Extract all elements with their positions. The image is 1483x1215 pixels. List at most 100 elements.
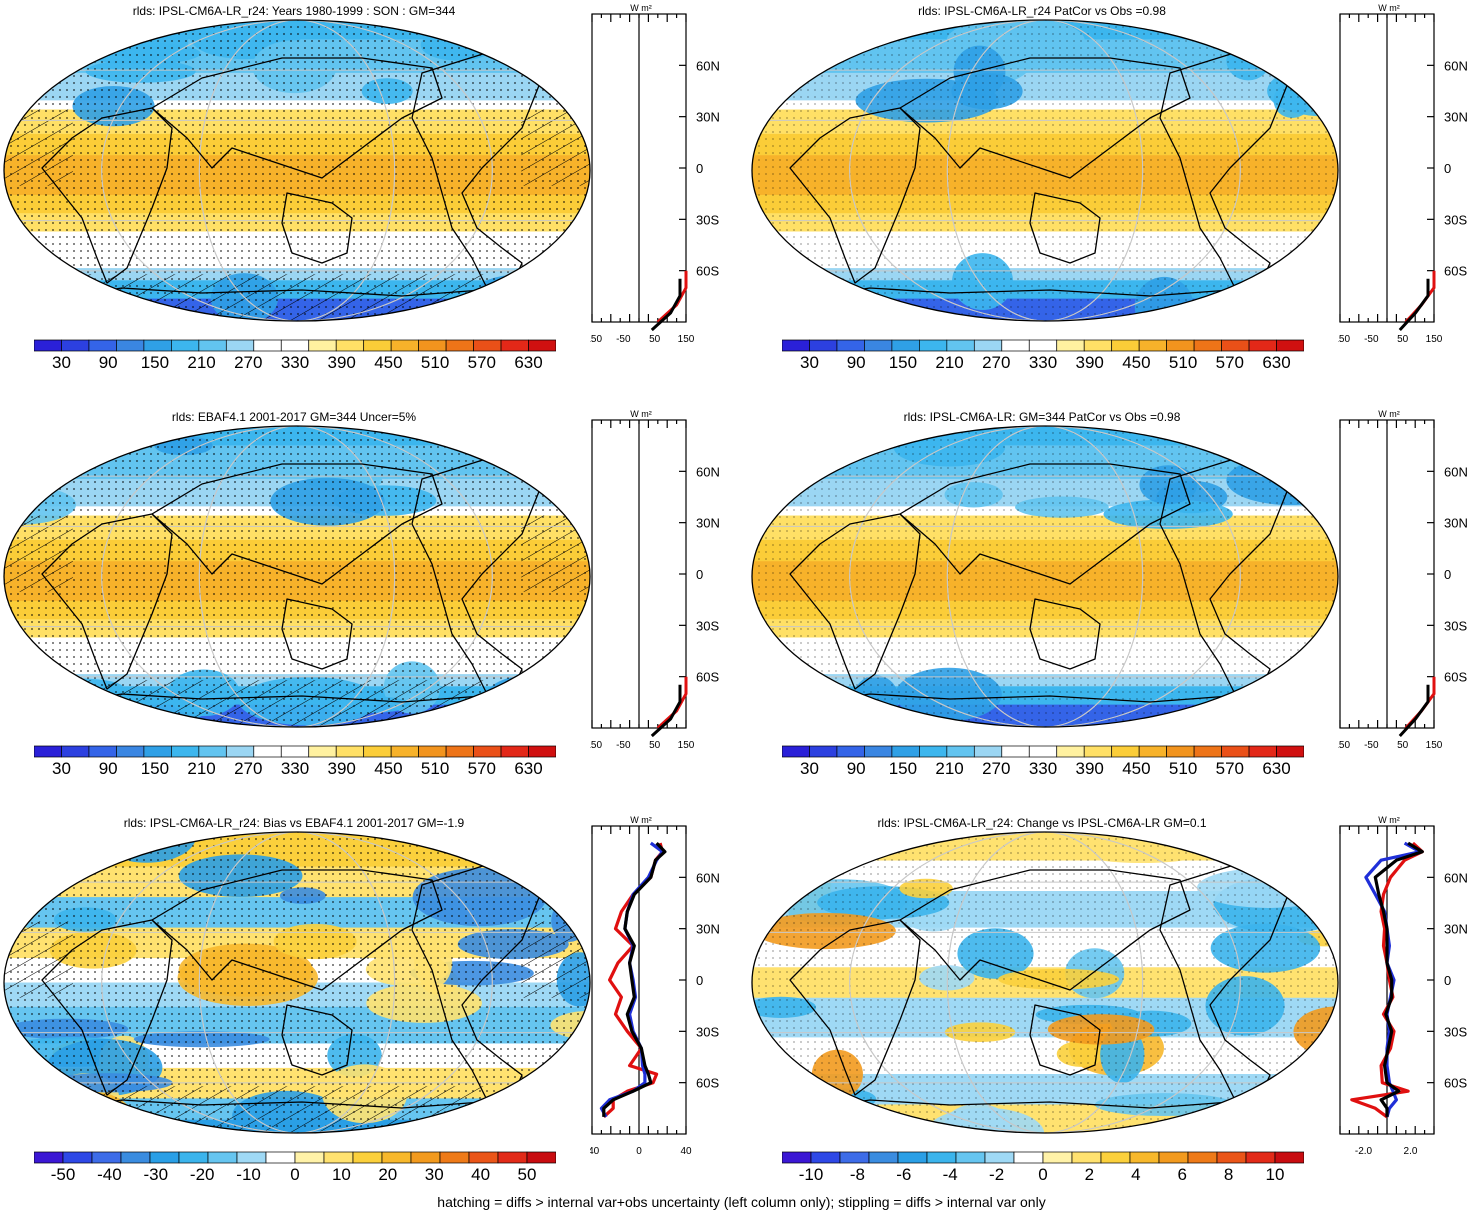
profile-lat-label: 60S [696, 1076, 719, 1091]
footer-note: hatching = diffs > internal var+obs unce… [437, 1194, 1046, 1210]
colorbar-cell-17 [473, 339, 502, 352]
coastline-2 [899, 463, 1191, 585]
colorbar-tick-label: 510 [1169, 759, 1197, 778]
profile-unit-label: W m² [630, 3, 652, 13]
colorbar-cell-3 [836, 745, 865, 758]
colorbar-tick-label: 210 [187, 759, 215, 778]
coastline-3 [1029, 1004, 1101, 1076]
colorbar-cell-6 [919, 745, 948, 758]
profile-unit-label: W m² [1378, 3, 1400, 13]
colorbar-cell-13 [1111, 339, 1140, 352]
colorbar-cell-7 [946, 745, 975, 758]
colorbar-cell-6 [171, 745, 200, 758]
colorbar-cell-12 [1083, 339, 1113, 352]
profile-unit-label: W m² [1378, 409, 1400, 419]
coastline-3 [281, 1004, 353, 1076]
colorbar-cell-2 [62, 1151, 93, 1164]
profile-lat-label: 30S [696, 212, 719, 227]
colorbar-cell-5 [897, 1151, 928, 1164]
colorbar-tick-label: 30 [425, 1165, 444, 1184]
colorbar-tick-label: -20 [190, 1165, 215, 1184]
colorbar-cell-15 [1166, 339, 1195, 352]
colorbar-cell-8 [236, 1151, 267, 1164]
coastline-4 [1159, 453, 1291, 715]
colorbar: -50 -40 -30 -20 -10 0 10 20 30 40 50 [34, 1151, 556, 1184]
colorbar-tick-label: -8 [850, 1165, 865, 1184]
colorbar-tick-label: 450 [1122, 353, 1150, 372]
colorbar-tick-label: -4 [943, 1165, 958, 1184]
colorbar-tick-label: 90 [99, 759, 118, 778]
profile-lat-label: 60N [1444, 58, 1468, 73]
colorbar-tick-label: 510 [1169, 353, 1197, 372]
colorbar-cell-9 [1001, 339, 1030, 352]
profile-x-tick-label: -50 [616, 334, 631, 345]
colorbar-cell-18 [1248, 745, 1277, 758]
colorbar-tick-label: 630 [514, 353, 542, 372]
colorbar-tick-label: 30 [800, 759, 819, 778]
panel-title: rlds: IPSL-CM6A-LR: GM=344 PatCor vs Obs… [903, 410, 1181, 424]
profile-x-tick-label: -40 [590, 1146, 600, 1157]
colorbar-cell-17 [1221, 339, 1250, 352]
profile-lat-label: 30N [696, 516, 720, 531]
colorbar-cell-13 [381, 1151, 412, 1164]
coastline-2 [151, 463, 443, 585]
colorbar-cell-4 [120, 1151, 151, 1164]
profile-series-3 [602, 841, 667, 1117]
colorbar-tick-label: 90 [847, 759, 866, 778]
profile-lat-label: 60N [696, 58, 720, 73]
profile-lat-label: 0 [1444, 161, 1451, 176]
colorbar-tick-label: 390 [328, 353, 356, 372]
zonal-profile: W m² 60N 30N 0 30S 60S -2.0 2.0 [1339, 815, 1468, 1157]
colorbar-cell-11 [323, 1151, 354, 1164]
colorbar-tick-label: 90 [99, 353, 118, 372]
profile-lat-label: 0 [696, 161, 703, 176]
profile-lat-label: 60N [1444, 870, 1468, 885]
profile-x-tick-label: 150 [678, 334, 695, 345]
panel-title: rlds: IPSL-CM6A-LR_r24 PatCor vs Obs =0.… [918, 4, 1166, 18]
colorbar-tick-label: -30 [144, 1165, 169, 1184]
colorbar-tick-label: 330 [281, 759, 309, 778]
colorbar-cell-16 [1216, 1151, 1247, 1164]
colorbar-tick-label: 210 [935, 353, 963, 372]
colorbar-cell-11 [308, 339, 337, 352]
coastline-3 [281, 192, 353, 264]
profile-lat-label: 0 [696, 567, 703, 582]
colorbar-tick-label: 450 [374, 353, 402, 372]
profile-lat-label: 0 [1444, 567, 1451, 582]
colorbar-cell-9 [253, 745, 282, 758]
coastline-1 [789, 919, 921, 1096]
colorbar-cell-8 [984, 1151, 1015, 1164]
coastline-3 [1029, 598, 1101, 670]
colorbar-cell-15 [1166, 745, 1195, 758]
colorbar-cell-5 [143, 339, 172, 352]
colorbar-cell-9 [1013, 1151, 1044, 1164]
map-outline [3, 19, 591, 322]
colorbar-cell-16 [1193, 745, 1222, 758]
colorbar-cell-16 [1193, 339, 1222, 352]
coastline-4 [411, 47, 543, 309]
coastline-2 [151, 869, 443, 991]
colorbar-cell-15 [418, 339, 447, 352]
colorbar-cell-5 [891, 339, 920, 352]
coastline-4 [1159, 859, 1291, 1121]
colorbar-cell-2 [61, 745, 90, 758]
colorbar-tick-label: 210 [187, 353, 215, 372]
coastline-1 [41, 513, 173, 690]
map-panel-1 [3, 19, 591, 322]
colorbar-cell-5 [149, 1151, 180, 1164]
colorbar-cell-12 [335, 339, 365, 352]
profile-x-tick-label: 50 [649, 334, 661, 345]
colorbar-tick-label: 330 [281, 353, 309, 372]
colorbar-cell-17 [497, 1151, 528, 1164]
colorbar-tick-label: 150 [141, 353, 169, 372]
coastline-4 [411, 859, 543, 1121]
colorbar-cell-4 [864, 339, 893, 352]
map-panel-6 [751, 831, 1339, 1134]
colorbar-tick-label: 390 [1076, 353, 1104, 372]
colorbar-cell-3 [836, 339, 865, 352]
colorbar-tick-label: -6 [896, 1165, 911, 1184]
profile-x-tick-label: -150 [590, 740, 602, 751]
colorbar-cell-4 [868, 1151, 899, 1164]
colorbar-cell-12 [1083, 745, 1113, 758]
colorbar-tick-label: 8 [1224, 1165, 1233, 1184]
